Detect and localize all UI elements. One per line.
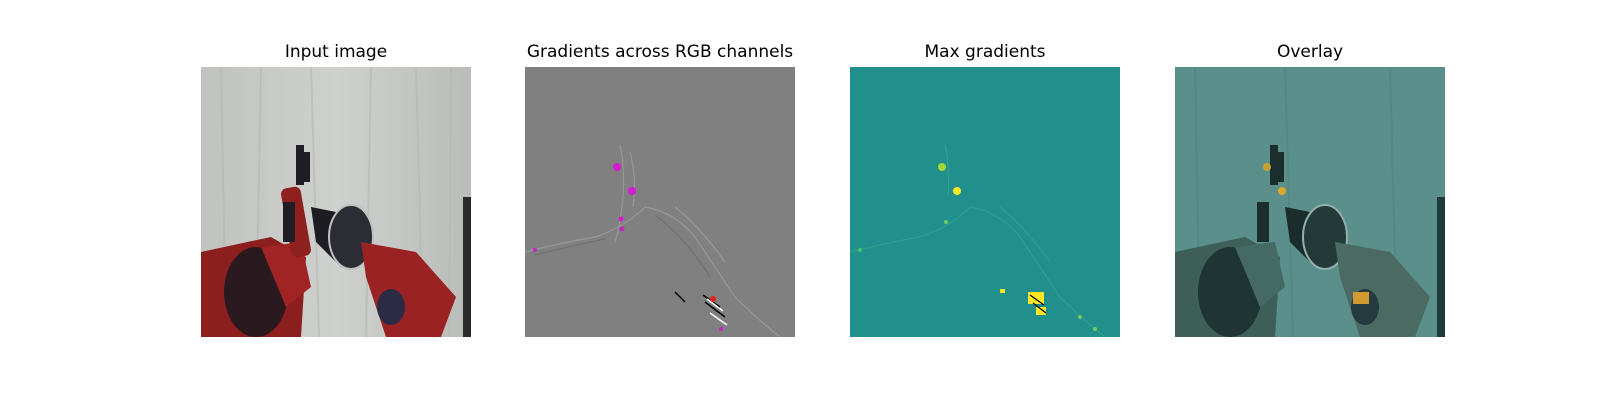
panel-overlay: Overlay: [1175, 0, 1445, 400]
overlay-image: [1175, 67, 1445, 337]
panel-rgb-gradients: Gradients across RGB channels: [525, 0, 795, 400]
panel-title-max-gradients: Max gradients: [924, 42, 1046, 62]
max-gradients-image: [850, 67, 1120, 337]
panel-title-rgb-gradients: Gradients across RGB channels: [526, 42, 794, 62]
panel-title-overlay: Overlay: [1276, 42, 1344, 62]
panel-max-gradients: Max gradients: [850, 0, 1120, 400]
rgb-gradients-image: [525, 67, 795, 337]
panel-input-image: Input image: [201, 0, 471, 400]
panel-title-input: Input image: [284, 42, 388, 62]
input-image: [201, 67, 471, 337]
